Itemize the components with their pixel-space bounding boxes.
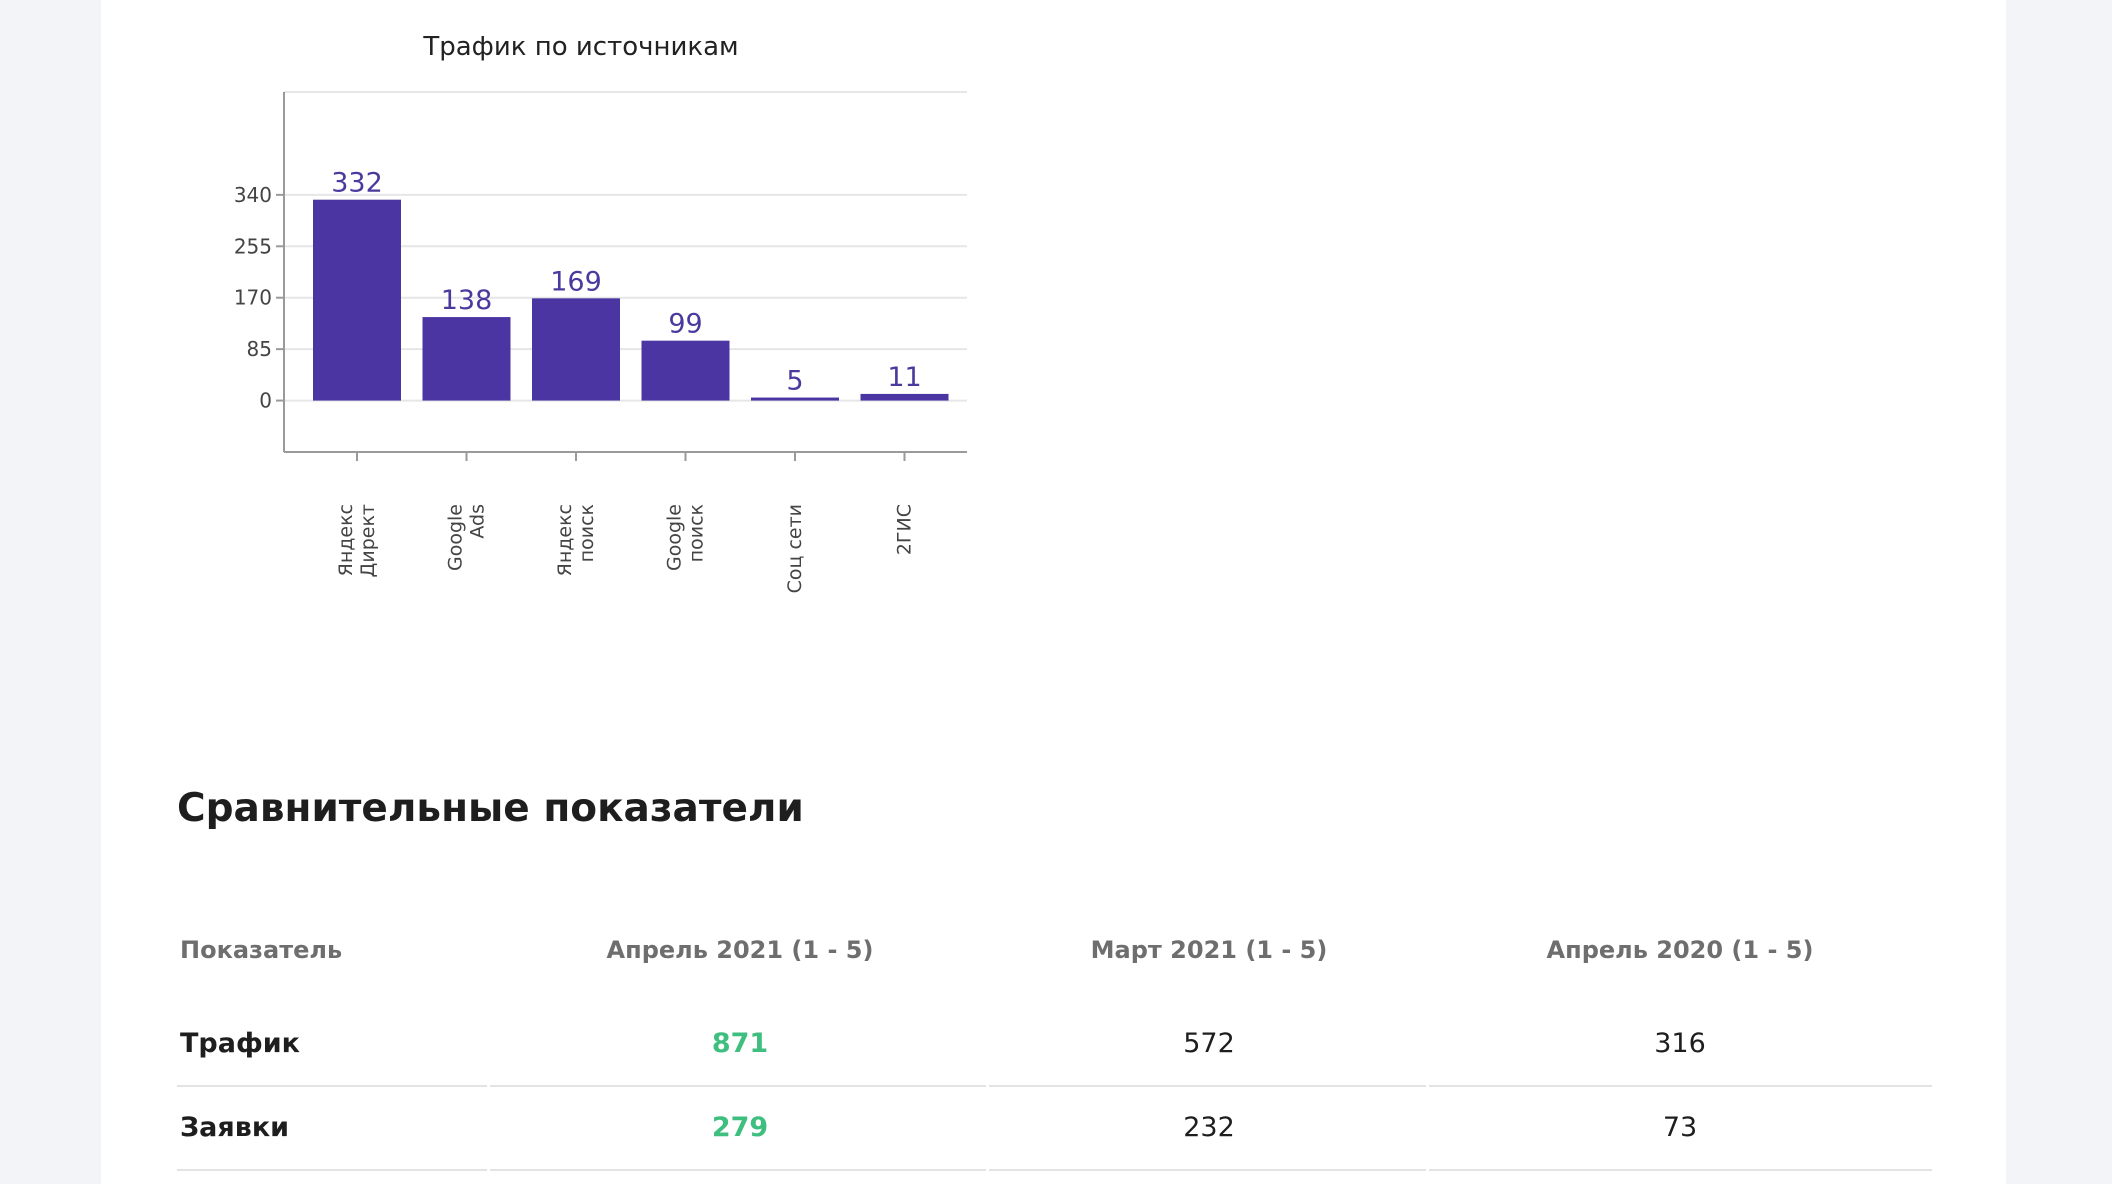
report-card — [101, 0, 2006, 1184]
y-tick-label: 85 — [247, 337, 272, 361]
chart-title: Трафик по источникам — [422, 32, 738, 62]
bar — [313, 199, 401, 401]
bar — [860, 393, 949, 401]
bar — [641, 340, 730, 401]
bar — [422, 317, 511, 401]
x-tick-label: Google поиск — [664, 504, 708, 571]
x-tick-label-line: Яндекс — [335, 504, 357, 576]
bar-value-label: 5 — [786, 366, 803, 397]
bar-value-label: 332 — [331, 168, 383, 199]
x-tick-label-line: Яндекс — [554, 504, 576, 576]
x-tick-label-line: Google — [664, 504, 686, 571]
x-tick-label-line: Соц сети — [784, 504, 806, 593]
chart-bars: 332 138 169 99 5 11 — [313, 168, 949, 401]
bar — [751, 397, 839, 401]
bar-value-label: 169 — [550, 266, 602, 297]
bar-value-label: 99 — [668, 309, 702, 340]
x-tick-label: Google Ads — [445, 504, 489, 571]
bar-value-label: 138 — [441, 285, 493, 316]
x-tick-label-line: Google — [445, 504, 467, 571]
x-tick-label: 2ГИС — [894, 504, 916, 555]
x-tick-label-line: Директ — [357, 504, 379, 578]
x-tick-label: Яндекс поиск — [554, 504, 598, 576]
x-tick-label: Соц сети — [784, 504, 806, 593]
y-tick-label: 340 — [234, 183, 272, 207]
y-tick-label: 170 — [234, 286, 272, 310]
x-tick-label-line: поиск — [686, 504, 708, 562]
comparison-section-title: Сравнительные показатели — [177, 786, 804, 831]
x-tick-label-line: Ads — [467, 504, 489, 539]
y-tick-label: 0 — [259, 389, 272, 413]
y-tick-label: 255 — [234, 234, 272, 258]
bar-value-label: 11 — [887, 362, 921, 393]
x-tick-label-line: поиск — [576, 504, 598, 562]
x-tick-label: Яндекс Директ — [335, 504, 379, 578]
x-tick-label-line: 2ГИС — [894, 504, 916, 555]
bar — [532, 298, 620, 401]
